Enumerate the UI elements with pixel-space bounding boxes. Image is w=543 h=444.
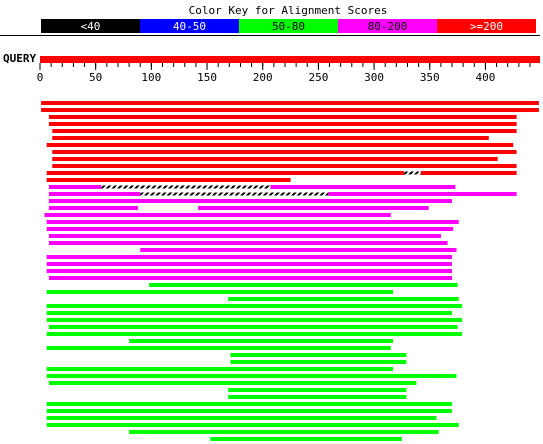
- hit-segment: [41, 108, 539, 112]
- x-tick-label: 250: [308, 71, 328, 84]
- hit-segment: [46, 311, 453, 315]
- key-swatch: [140, 19, 239, 33]
- hit-segment: [46, 374, 457, 378]
- hit-segment: [328, 192, 517, 196]
- hit-segment: [46, 178, 291, 182]
- key-swatch: [41, 19, 140, 33]
- key-label: 80-200: [368, 20, 408, 33]
- hit-segment: [46, 318, 463, 322]
- hit-segment: [52, 150, 517, 154]
- key-label: >=200: [470, 20, 503, 33]
- hit-segment: [48, 192, 141, 196]
- query-label: QUERY: [3, 52, 36, 65]
- hit-segment: [46, 332, 463, 336]
- hit-gap: [404, 171, 421, 175]
- key-swatch: [338, 19, 437, 33]
- hit-segment: [46, 367, 394, 371]
- hit-segment: [46, 346, 391, 350]
- hit-segment: [46, 304, 463, 308]
- x-tick-label: 50: [89, 71, 102, 84]
- hit-segment: [48, 122, 517, 126]
- hit-gap: [101, 185, 271, 189]
- hit-segment: [41, 101, 539, 105]
- key-label: <40: [81, 20, 101, 33]
- hit-segment: [210, 437, 402, 441]
- hit-segment: [230, 353, 407, 357]
- hit-segment: [228, 297, 459, 301]
- hit-segment: [48, 185, 102, 189]
- x-tick-label: 100: [141, 71, 161, 84]
- x-tick-label: 350: [420, 71, 440, 84]
- hit-segment: [48, 381, 417, 385]
- x-tick-label: 0: [37, 71, 44, 84]
- hit-segment: [48, 115, 517, 119]
- chart-title: Color Key for Alignment Scores: [189, 4, 388, 17]
- x-tick-label: 150: [197, 71, 217, 84]
- hit-segment: [48, 206, 138, 210]
- hit-segment: [129, 339, 394, 343]
- hit-segment: [198, 206, 429, 210]
- hit-segment: [228, 388, 407, 392]
- x-tick-label: 400: [475, 71, 495, 84]
- hit-segment: [46, 220, 459, 224]
- hit-segment: [48, 241, 448, 245]
- hit-segment: [46, 423, 459, 427]
- hit-segment: [52, 164, 517, 168]
- hit-segment: [46, 402, 453, 406]
- hit-segment: [48, 325, 458, 329]
- hit-segment: [230, 360, 407, 364]
- key-swatch: [437, 19, 536, 33]
- x-tick-label: 300: [364, 71, 384, 84]
- hit-segment: [46, 409, 453, 413]
- hit-segment: [140, 248, 457, 252]
- key-label: 50-80: [272, 20, 305, 33]
- hit-segment: [420, 171, 517, 175]
- hit-segment: [48, 276, 453, 280]
- hit-segment: [46, 290, 394, 294]
- hit-segment: [46, 227, 454, 231]
- hit-segment: [46, 269, 453, 273]
- hit-segment: [46, 171, 405, 175]
- hit-segment: [149, 283, 458, 287]
- hit-segment: [270, 185, 456, 189]
- query-bar: [40, 56, 540, 63]
- hit-segment: [46, 255, 453, 259]
- hit-segment: [48, 234, 441, 238]
- hit-segment: [44, 213, 391, 217]
- x-tick-label: 200: [253, 71, 273, 84]
- hit-segment: [52, 129, 517, 133]
- hit-gap: [140, 192, 329, 196]
- hit-segment: [46, 416, 437, 420]
- hit-segment: [228, 395, 407, 399]
- key-label: 40-50: [173, 20, 206, 33]
- hit-segment: [129, 430, 439, 434]
- hit-segment: [46, 143, 514, 147]
- hit-segment: [52, 136, 489, 140]
- hit-segment: [52, 157, 498, 161]
- key-swatch: [239, 19, 338, 33]
- hit-segment: [46, 262, 453, 266]
- hit-segment: [48, 199, 453, 203]
